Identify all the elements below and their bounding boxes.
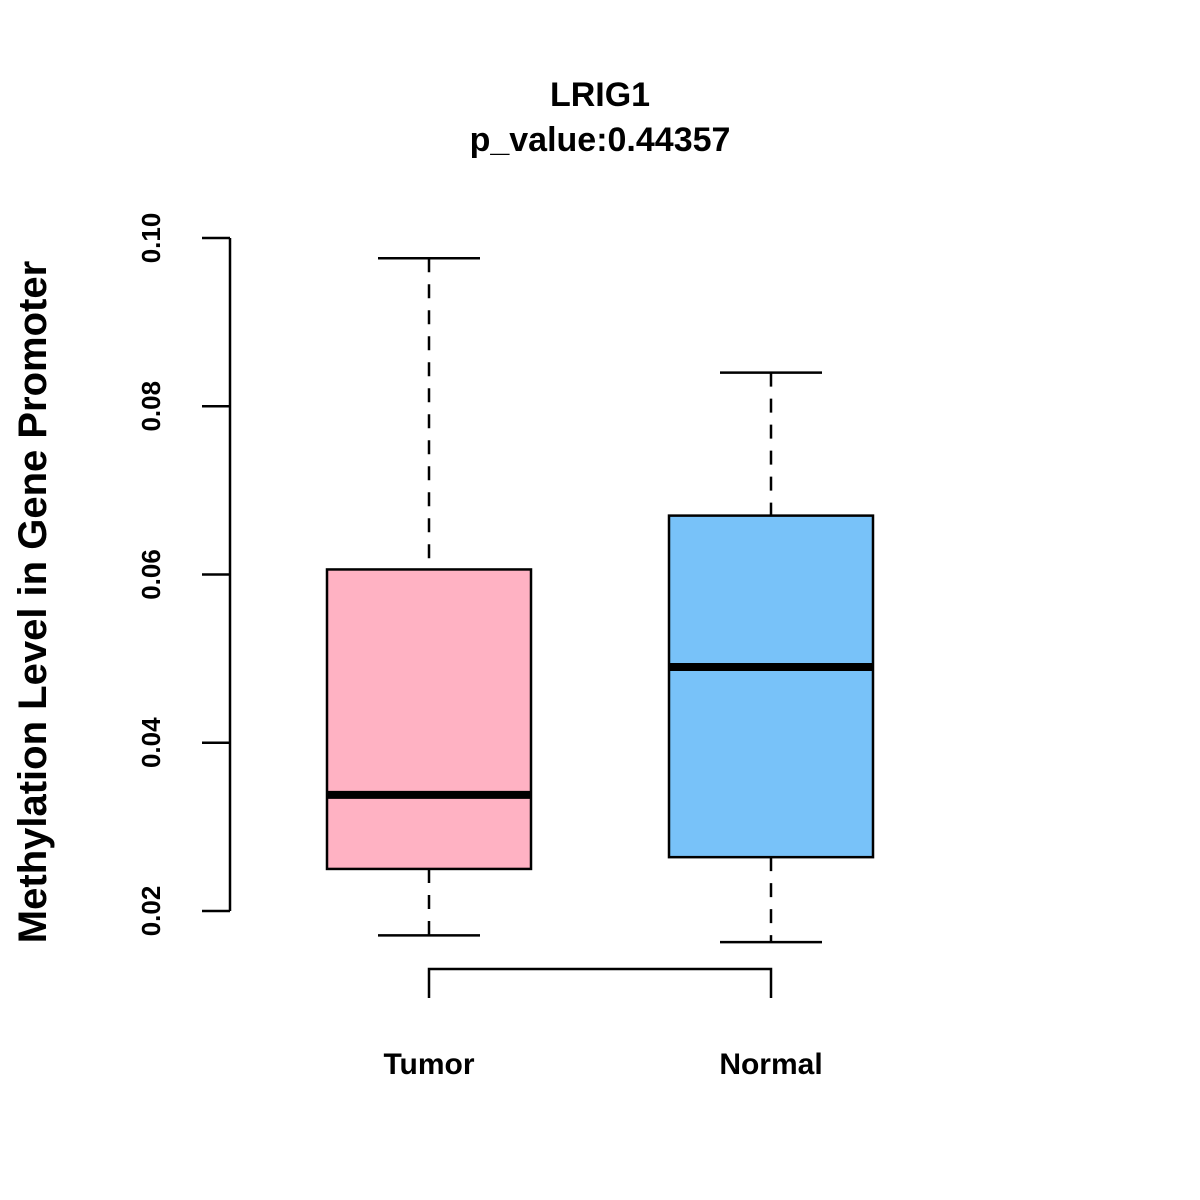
bracket-line (427, 967, 773, 998)
y-tick-label: 0.08 (136, 381, 166, 432)
y-tick-label: 0.02 (136, 886, 166, 937)
y-axis-label: Methylation Level in Gene Promoter (11, 261, 55, 943)
iqr-box (325, 568, 533, 871)
box-normal (667, 371, 875, 944)
boxes (325, 256, 875, 944)
y-tick-label: 0.06 (136, 549, 166, 600)
x-axis-labels: Tumor Normal (383, 1048, 822, 1081)
x-category-label: Tumor (383, 1048, 474, 1081)
y-axis: 0.02 0.04 0.06 0.08 0.10 (136, 213, 232, 937)
box-tumor (325, 256, 533, 937)
x-category-label: Normal (719, 1048, 822, 1081)
iqr-box (667, 514, 875, 859)
y-tick-label: 0.10 (136, 213, 166, 264)
chart-title: LRIG1 (550, 76, 650, 114)
chart-subtitle: p_value:0.44357 (470, 121, 731, 159)
y-tick-label: 0.04 (136, 717, 166, 768)
comparison-bracket (427, 967, 773, 998)
